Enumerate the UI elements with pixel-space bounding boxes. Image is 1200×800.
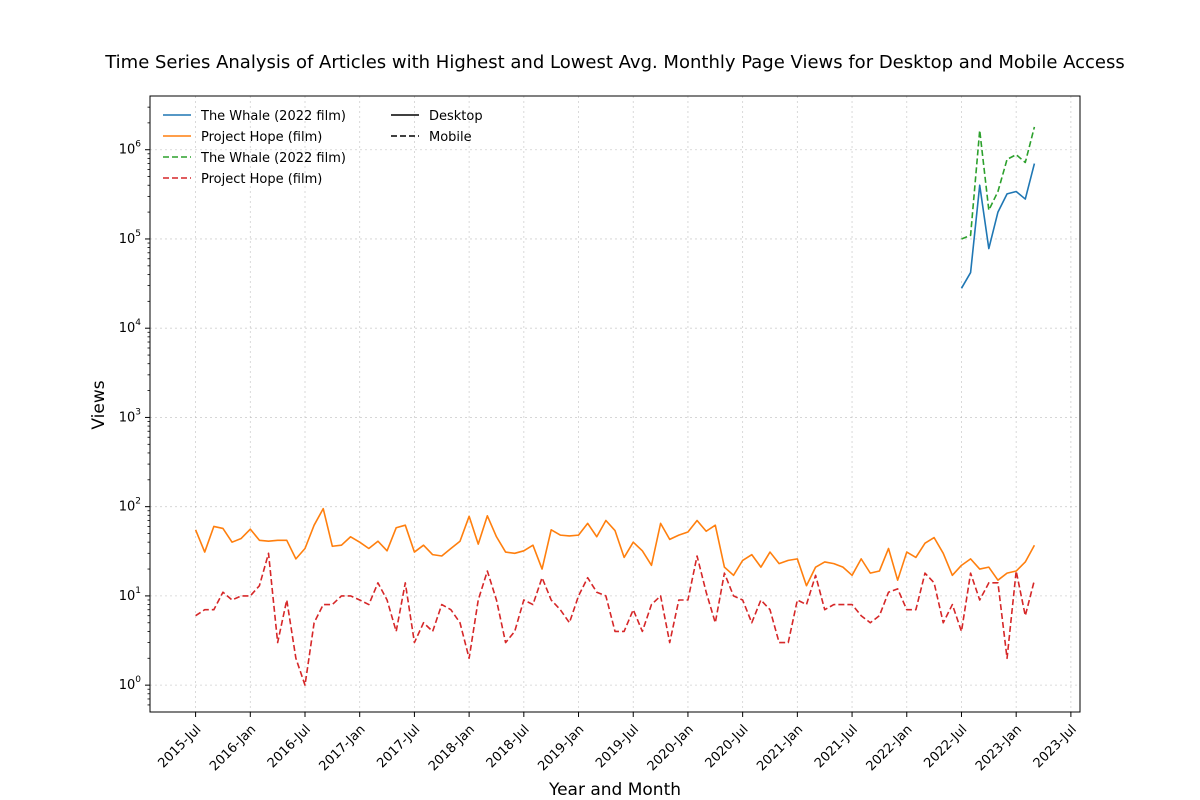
y-tick-label: 105 [119,229,141,247]
x-tick-label: 2016-Jan [207,722,259,774]
x-tick-label: 2020-Jan [645,722,697,774]
y-tick-base: 10 [119,678,136,693]
x-tick-label: 2023-Jul [1031,722,1080,771]
y-tick-label: 104 [119,318,142,336]
x-tick-label: 2020-Jul [703,722,752,771]
y-tick-label: 101 [119,586,141,604]
x-tick-label: 2015-Jul [155,722,204,771]
x-tick-label: 2018-Jul [484,722,533,771]
legend-style-label: Desktop [429,109,483,124]
x-axis-ticks: 2015-Jul 2016-Jan 2016-Jul 2017-Jan 2017-Jul… [155,712,1080,774]
series-line-1 [194,507,1036,587]
y-tick-base: 10 [119,500,136,515]
legend-item-label: The Whale (2022 film) [200,151,346,166]
series-line-2 [961,126,1036,240]
y-tick-exponent: 1 [135,586,141,596]
y-tick-label: 102 [119,497,141,515]
legend: The Whale (2022 film) Project Hope (film)… [163,109,483,187]
y-tick-label: 103 [119,407,141,425]
x-tick-label: 2021-Jan [754,722,806,774]
x-tick-label: 2016-Jul [265,722,314,771]
y-tick-exponent: 2 [135,497,141,507]
x-tick-label: 2022-Jan [864,722,916,774]
legend-item-label: Project Hope (film) [201,172,322,187]
x-tick-label: 2019-Jul [593,722,642,771]
y-tick-exponent: 0 [135,675,141,685]
y-tick-exponent: 6 [135,140,141,150]
y-tick-exponent: 4 [135,318,141,328]
legend-item-label: Project Hope (film) [201,130,322,145]
series-line-0 [960,163,1036,289]
y-tick-base: 10 [119,589,136,604]
y-tick-base: 10 [119,321,136,336]
x-tick-label: 2023-Jan [973,722,1025,774]
x-tick-label: 2018-Jan [426,722,478,774]
plot-frame [149,95,1081,713]
y-tick-exponent: 5 [135,229,141,239]
x-tick-label: 2021-Jul [812,722,861,771]
grid [150,96,1080,712]
legend-item-label: The Whale (2022 film) [200,109,346,124]
chart-title: Time Series Analysis of Articles with Hi… [104,52,1125,73]
y-tick-exponent: 3 [135,407,141,417]
y-axis-label: Views [89,380,109,429]
y-tick-label: 100 [119,675,142,693]
x-tick-label: 2019-Jan [535,722,587,774]
x-axis-label: Year and Month [548,780,681,800]
legend-style-label: Mobile [429,130,472,145]
y-tick-base: 10 [119,232,136,247]
series-line-3 [195,552,1036,686]
x-tick-label: 2017-Jul [374,722,423,771]
x-tick-label: 2017-Jan [317,722,369,774]
y-tick-label: 106 [119,140,142,158]
y-tick-base: 10 [119,143,136,158]
x-tick-label: 2022-Jul [921,722,970,771]
y-tick-base: 10 [119,410,136,425]
series-lines [194,126,1036,686]
